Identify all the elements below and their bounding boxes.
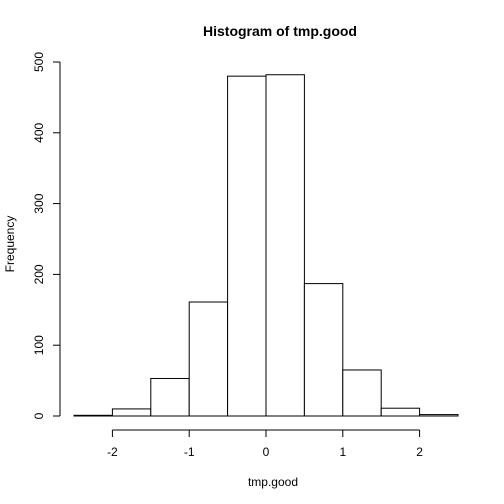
y-tick-label: 300 [32, 193, 46, 213]
x-tick-label: 0 [263, 445, 270, 459]
y-tick-label: 400 [32, 122, 46, 142]
y-tick-label: 100 [32, 335, 46, 355]
x-tick-label: -2 [107, 445, 118, 459]
y-tick-label: 200 [32, 264, 46, 284]
x-tick-label: 1 [339, 445, 346, 459]
y-tick-label: 500 [32, 52, 46, 72]
y-axis: 0 100 200 300 400 500 [32, 52, 61, 419]
x-tick-label: 2 [416, 445, 423, 459]
histogram-bar-6 [303, 283, 344, 417]
bars-group [73, 74, 459, 417]
histogram-bar-3 [188, 301, 229, 417]
y-tick-label: 0 [32, 412, 46, 419]
x-tick-label: -1 [184, 445, 195, 459]
histogram-bar-9 [419, 414, 459, 417]
x-axis-label: tmp.good [248, 475, 298, 489]
chart-title: Histogram of tmp.good [203, 23, 357, 39]
y-axis-label: Frequency [3, 216, 17, 273]
histogram-bar-7 [342, 369, 382, 417]
histogram-bar-5 [265, 74, 305, 417]
histogram-bar-4 [227, 75, 267, 417]
histogram-bar-8 [380, 407, 421, 417]
histogram-bar-1 [111, 408, 152, 417]
x-axis: -2 -1 0 1 2 [107, 429, 423, 459]
histogram-bar-2 [150, 377, 190, 417]
histogram-bar-0 [73, 414, 113, 417]
